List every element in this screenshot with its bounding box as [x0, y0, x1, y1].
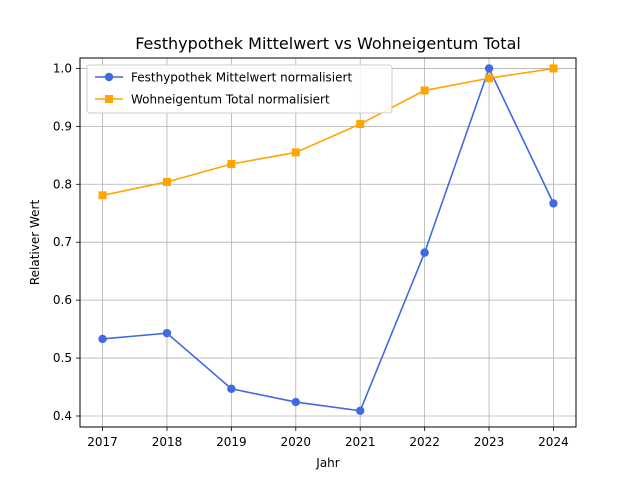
y-tick-label: 0.8	[53, 177, 72, 191]
data-point	[549, 64, 558, 73]
legend-entry: Wohneigentum Total normalisiert	[95, 93, 330, 107]
legend-entry: Festhypothek Mittelwert normalisiert	[95, 71, 352, 85]
series-layer	[98, 64, 558, 415]
legend-marker	[104, 72, 114, 82]
x-tick-label: 2023	[474, 435, 505, 449]
x-tick-label: 2022	[409, 435, 440, 449]
series-line	[102, 66, 555, 412]
data-point	[485, 74, 494, 83]
data-point	[420, 248, 429, 257]
y-axis-label: Relativer Wert	[28, 200, 42, 286]
x-axis-label: Jahr	[315, 456, 339, 470]
legend-box	[86, 64, 393, 114]
x-tick-label: 2018	[152, 435, 183, 449]
data-point	[162, 328, 172, 338]
data-point	[420, 86, 429, 95]
data-point	[98, 334, 107, 344]
chart-title: Festhypothek Mittelwert vs Wohneigentum …	[135, 34, 521, 53]
data-point	[484, 64, 494, 73]
data-point	[227, 160, 236, 169]
y-tick-label: 0.6	[53, 293, 72, 307]
legend-marker	[105, 95, 113, 103]
data-point	[291, 397, 300, 407]
data-point	[162, 177, 171, 186]
y-tick-label: 0.5	[53, 351, 72, 365]
x-tick-label: 2019	[216, 435, 247, 449]
data-point	[227, 384, 236, 393]
legend-label: Festhypothek Mittelwert normalisiert	[131, 71, 352, 85]
x-tick-label: 2020	[281, 435, 312, 449]
y-tick-label: 0.4	[53, 409, 72, 423]
x-tick-label: 2017	[87, 435, 118, 449]
data-point	[356, 406, 365, 415]
y-tick-label: 1.0	[53, 61, 72, 75]
y-tick-label: 0.9	[53, 119, 72, 133]
series-1	[98, 64, 558, 200]
axes: 2017 2018 2019 2020 2021 2022 2023 2024 0.4 0.5 0.…	[53, 61, 569, 449]
data-point	[98, 191, 107, 200]
data-point	[356, 120, 365, 129]
series-0	[98, 64, 558, 415]
x-tick-label: 2021	[345, 435, 376, 449]
data-point	[291, 148, 300, 157]
data-point	[549, 199, 558, 208]
series-line	[102, 67, 554, 197]
y-tick-label: 0.7	[53, 235, 72, 249]
legend: Festhypothek Mittelwert normalisiert Wohn…	[86, 64, 393, 114]
x-tick-label: 2024	[538, 435, 569, 449]
legend-label: Wohneigentum Total normalisiert	[131, 93, 330, 107]
